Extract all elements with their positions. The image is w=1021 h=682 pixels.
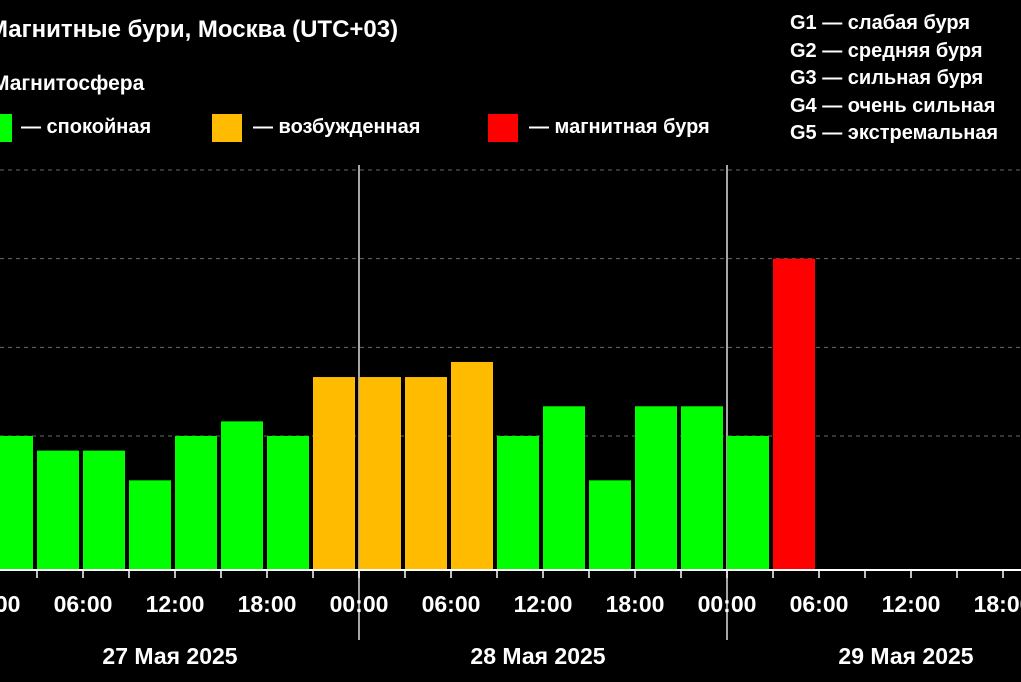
legend-label-excited: — возбужденная: [253, 116, 421, 138]
bar: [175, 436, 217, 569]
x-tick-label: 06:00: [54, 591, 113, 617]
x-tick-label: 18:00: [238, 591, 297, 617]
x-tick-label: 00:00: [698, 591, 757, 617]
x-tick-label: 12:00: [146, 591, 205, 617]
x-tick-label: 06:00: [790, 591, 849, 617]
g-scale-item: G5 — экстремальная: [790, 122, 999, 144]
bar: [0, 436, 33, 569]
x-tick-label: 18:00: [606, 591, 665, 617]
g-scale-item: G2 — средняя буря: [790, 39, 983, 62]
bar: [635, 406, 677, 569]
legend-swatch-storm: [488, 114, 518, 142]
bar: [83, 450, 125, 569]
legend-swatch-calm: [0, 114, 12, 142]
bar: [37, 450, 79, 569]
x-tick-label: 00:00: [330, 591, 389, 617]
bar: [681, 406, 723, 569]
x-tick-label: 00:00: [0, 591, 20, 617]
x-tick-label: 12:00: [514, 591, 573, 617]
bar: [727, 436, 769, 569]
bar: [267, 436, 309, 569]
bar: [129, 480, 171, 569]
legend-label-storm: — магнитная буря: [529, 116, 710, 138]
date-label: 29 Мая 2025: [838, 643, 974, 669]
x-tick-label: 18:00: [974, 591, 1021, 617]
x-tick-label: 06:00: [422, 591, 481, 617]
bar: [589, 480, 631, 569]
bar: [313, 377, 355, 569]
bar: [773, 258, 815, 569]
bar: [359, 377, 401, 569]
magnetosphere-label: Магнитосфера: [0, 72, 145, 95]
date-label: 27 Мая 2025: [102, 643, 238, 669]
bar: [405, 377, 447, 569]
date-label: 28 Мая 2025: [470, 643, 606, 669]
g-scale-item: G3 — сильная буря: [790, 67, 984, 89]
legend-label-calm: — спокойная: [21, 116, 152, 138]
bar: [451, 361, 493, 569]
legend-swatch-excited: [212, 114, 242, 142]
bar: [221, 421, 263, 569]
g-scale-item: G1 — слабая буря: [790, 12, 971, 34]
g-scale-legend: G1 — слабая буря G2 — средняя буря G3 — …: [790, 10, 998, 148]
date-axis: 27 Мая 2025 28 Мая 2025 29 Мая 2025: [0, 643, 1021, 675]
x-tick-label: 12:00: [882, 591, 941, 617]
bar: [497, 436, 539, 569]
g-scale-item: G4 — очень сильная: [790, 94, 996, 117]
chart-title: Магнитные бури, Москва (UTC+03): [0, 16, 399, 43]
bar: [543, 406, 585, 569]
